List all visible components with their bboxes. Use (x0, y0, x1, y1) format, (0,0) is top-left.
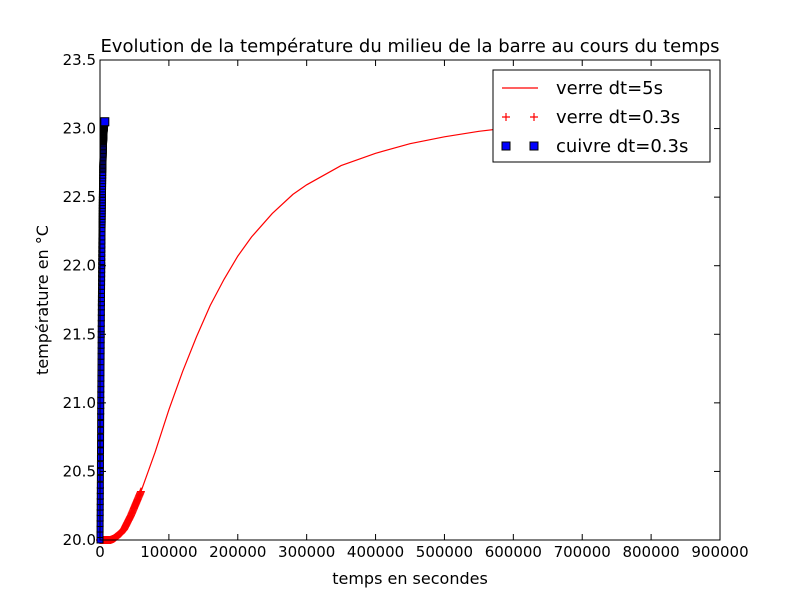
y-tick-label: 21.0 (63, 394, 96, 412)
legend-label: verre dt=0.3s (556, 107, 680, 128)
x-tick-label: 600000 (485, 543, 542, 561)
plot-area (96, 117, 548, 544)
y-tick-label: 22.0 (63, 257, 96, 275)
square-marker (97, 433, 105, 441)
legend: verre dt=5s verre dt=0.3s cuivre dt=0.3s (492, 69, 711, 163)
square-marker (97, 419, 105, 427)
legend-label: verre dt=5s (556, 78, 663, 99)
y-tick-label: 20.0 (63, 531, 96, 549)
series-2 (96, 117, 110, 544)
legend-item-1: verre dt=0.3s (502, 107, 680, 128)
y-tick-label: 23.5 (63, 51, 96, 69)
y-tick-label: 21.5 (63, 325, 96, 343)
x-tick-label: 0 (95, 543, 105, 561)
square-marker (97, 426, 105, 434)
y-axis-label: température en °C (33, 225, 52, 375)
x-tick-label: 700000 (554, 543, 611, 561)
legend-square-swatch (529, 141, 539, 151)
legend-square-swatch (501, 141, 511, 151)
legend-item-0: verre dt=5s (502, 78, 663, 99)
legend-item-2: cuivre dt=0.3s (501, 136, 688, 157)
x-tick-label: 100000 (140, 543, 197, 561)
plot-frame (99, 59, 721, 541)
y-tick-label: 20.5 (63, 462, 96, 480)
x-tick-label: 900000 (691, 543, 748, 561)
x-tick-label: 200000 (209, 543, 266, 561)
legend-plus-swatch (502, 113, 510, 121)
x-axis-ticks: 0 100000 200000 300000 400000 500000 600000 700… (95, 60, 749, 561)
series-line-verre-dt5 (100, 123, 548, 541)
x-tick-label: 800000 (622, 543, 679, 561)
chart-title: Evolution de la température du milieu de… (100, 36, 719, 57)
x-tick-label: 400000 (347, 543, 404, 561)
square-marker (97, 447, 105, 455)
series-0 (100, 123, 548, 541)
plus-marker (136, 487, 145, 496)
legend-plus-swatch (530, 113, 538, 121)
square-marker (97, 440, 105, 448)
x-tick-label: 500000 (416, 543, 473, 561)
square-marker (100, 117, 110, 127)
x-tick-label: 300000 (278, 543, 335, 561)
y-tick-label: 23.0 (63, 120, 96, 138)
legend-label: cuivre dt=0.3s (556, 136, 688, 157)
x-axis-label: temps en secondes (332, 569, 488, 588)
y-tick-label: 22.5 (63, 188, 96, 206)
legend-box (492, 69, 711, 163)
